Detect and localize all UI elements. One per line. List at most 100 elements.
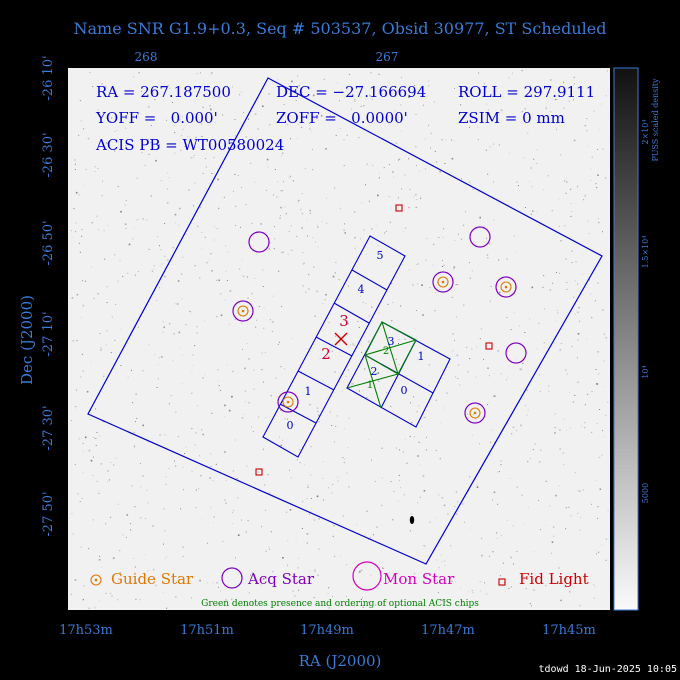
background-star [261,352,263,354]
background-star [286,418,288,420]
background-star [424,168,426,170]
background-star [530,167,532,169]
guide-star-marker[interactable] [237,305,249,317]
background-star [204,236,206,238]
background-star [529,85,531,87]
background-star [164,223,166,225]
background-star [315,241,316,243]
background-star [471,270,473,272]
observation-info: RA = 267.187500 DEC = −27.166694 ROLL = … [95,83,595,154]
background-star [329,607,330,609]
background-star [220,314,223,317]
background-star [291,249,293,251]
background-star [151,438,153,439]
background-star [79,100,81,102]
background-star [292,180,294,182]
acq-star-marker[interactable] [248,231,270,253]
aimpoint-marker[interactable] [334,332,348,346]
guide-star-marker[interactable] [437,276,449,288]
chip-label-s1: 1 [305,385,312,398]
background-star [423,417,425,419]
background-star [308,274,310,276]
background-star [601,454,603,456]
background-star [489,146,491,148]
acq-star-marker[interactable] [495,276,517,298]
background-star [147,441,149,443]
background-star [330,115,331,117]
background-star [299,208,302,211]
background-star [506,258,508,260]
guide-star-marker[interactable] [469,407,481,419]
background-star [294,423,296,425]
background-star [348,417,350,419]
acq-star-marker[interactable] [505,342,527,364]
background-star [251,426,252,428]
background-star [497,471,499,473]
background-star [556,272,557,274]
background-star [196,405,198,407]
background-star [78,194,80,196]
guide-star-dot [473,411,477,415]
background-star [307,235,308,237]
background-star [267,166,269,168]
background-star [417,263,419,265]
background-star [240,226,241,228]
background-star [476,486,479,488]
background-star [125,127,127,129]
background-star [341,391,343,393]
background-star [597,282,599,284]
background-star [348,285,350,287]
fid-light-marker[interactable] [485,342,493,350]
background-star [127,376,129,378]
background-star [270,395,272,397]
background-star [574,280,576,282]
acq-star-marker[interactable] [232,300,254,322]
background-star [486,254,489,256]
background-star [425,259,427,261]
background-star [124,223,127,225]
background-star [571,211,573,212]
background-star [306,533,309,535]
background-star [287,540,289,542]
background-star [310,446,312,448]
background-star [241,242,243,244]
background-star [503,582,505,584]
background-star [519,325,521,327]
background-star [241,260,243,262]
background-star [184,453,185,454]
chip-divider [315,336,353,357]
background-star [573,296,575,298]
guide-star-marker[interactable] [500,281,512,293]
background-star [505,591,506,592]
acq-star-marker[interactable] [469,226,491,248]
acq-star-marker[interactable] [277,391,299,413]
background-star [509,152,510,154]
background-star [75,407,77,409]
acq-star-marker[interactable] [464,402,486,424]
background-star [142,370,144,372]
chip-label-i3: 3 [388,335,395,348]
background-star [148,106,150,108]
background-star [149,116,151,118]
background-star [498,144,500,146]
background-star [500,460,502,462]
background-star [130,523,132,525]
background-star [322,477,324,479]
fid-light-marker[interactable] [395,204,403,212]
fid-light-marker[interactable] [255,468,263,476]
sky-image[interactable] [68,68,610,610]
background-star [331,425,333,426]
background-star [182,467,184,469]
background-star [590,179,592,181]
background-star [110,516,112,518]
background-star [366,510,368,512]
guide-star-marker[interactable] [282,396,294,408]
acis-s-outline [262,235,406,458]
acq-star-marker[interactable] [432,271,454,293]
top-axis: 268 267 [135,50,399,64]
background-star [409,530,411,532]
background-star [577,381,579,383]
background-star [370,72,372,74]
background-star [180,149,182,151]
background-star [81,229,83,231]
